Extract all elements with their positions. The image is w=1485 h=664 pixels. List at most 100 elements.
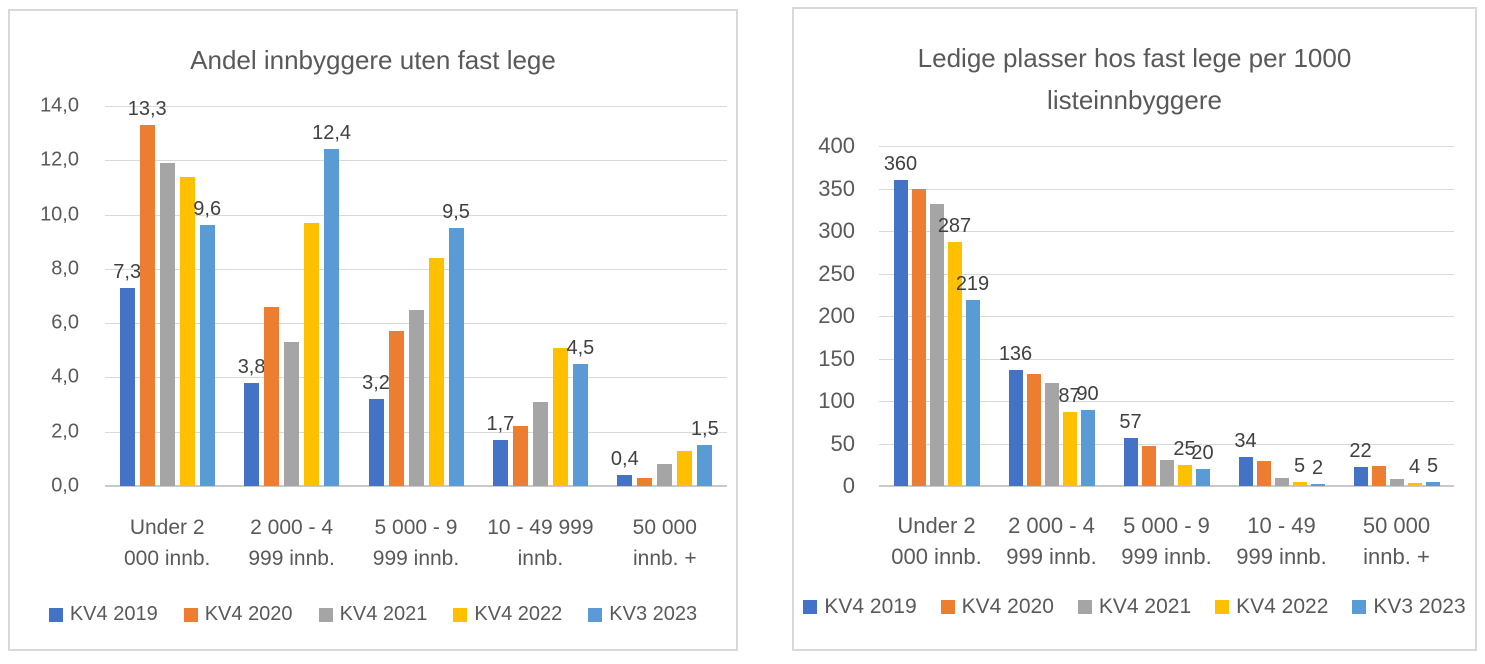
y-axis-tick-label: 0,0	[51, 474, 79, 497]
bar-kv4-2020	[1026, 373, 1041, 486]
bar-kv4-2021	[1274, 477, 1289, 486]
legend-item: KV4 2021	[1077, 595, 1192, 619]
y-axis-tick-label: 2,0	[51, 420, 79, 443]
bar-kv4-2021	[929, 203, 944, 486]
y-axis-tick-label: 14,0	[40, 94, 79, 117]
legend-item: KV3 2023	[588, 603, 697, 626]
bar-kv3-2023	[965, 299, 980, 486]
bar-kv4-2022	[1062, 412, 1077, 486]
data-label: 2	[1311, 457, 1324, 480]
chart-legend: KV4 2019 KV4 2020 KV4 2021 KV4 2022 KV3 2023	[10, 603, 736, 626]
legend-series-label: KV4 2020	[961, 595, 1054, 618]
gridline	[105, 106, 727, 107]
legend-swatch	[940, 600, 955, 614]
bar-kv4-2019	[368, 399, 384, 486]
data-label: 136	[998, 343, 1033, 366]
category-label: Under 2 000 innb.	[891, 513, 982, 569]
bar-kv4-2022	[428, 258, 444, 486]
bar-kv4-2020	[388, 331, 404, 486]
bar-kv4-2020	[637, 477, 653, 486]
chart-panel-left: Andel innbyggere uten fast lege 0,0 2,0 4,…	[8, 9, 738, 651]
data-label: 4,5	[566, 336, 595, 359]
bar-kv3-2023	[697, 445, 713, 486]
legend-swatch	[318, 607, 333, 622]
gridline	[879, 146, 1454, 147]
legend-series-label: KV3 2023	[609, 603, 698, 625]
data-label: 1,7	[486, 412, 515, 435]
bar-kv3-2023	[1080, 409, 1095, 486]
data-label: 13,3	[127, 98, 167, 120]
bar-kv3-2023	[324, 149, 340, 486]
bar-kv4-2019	[1353, 467, 1368, 486]
legend-series-label: KV3 2023	[1373, 595, 1466, 618]
legend-series-label: KV4 2020	[204, 603, 293, 625]
data-label: 1,5	[690, 418, 719, 441]
bar-kv4-2021	[159, 163, 175, 486]
bar-kv4-2022	[947, 242, 962, 486]
legend-item: KV4 2020	[940, 595, 1054, 619]
bar-kv4-2019	[617, 475, 633, 486]
category-label: 2 000 - 4 999 innb.	[248, 516, 335, 570]
category-label: 2 000 - 4 999 innb.	[1006, 513, 1097, 569]
bar-kv4-2021	[1044, 383, 1059, 486]
y-axis-tick-label: 350	[818, 175, 855, 201]
data-label: 5	[1293, 454, 1306, 477]
data-label: 9,5	[442, 201, 470, 224]
legend-swatch	[48, 607, 63, 622]
bar-kv3-2023	[1195, 469, 1210, 486]
legend-swatch	[1215, 600, 1230, 614]
gridline	[105, 160, 727, 162]
legend-series-label: KV4 2021	[1098, 595, 1192, 618]
x-axis-baseline	[105, 485, 727, 487]
legend-series-label: KV4 2022	[474, 603, 563, 625]
gridline	[879, 188, 1454, 190]
bar-kv3-2023	[199, 225, 215, 486]
legend-series-label: KV4 2021	[339, 603, 428, 625]
legend-series-label: KV4 2022	[1236, 595, 1329, 618]
bar-kv4-2019	[119, 287, 135, 486]
bar-kv4-2020	[1141, 446, 1156, 486]
chart-title: Andel innbyggere uten fast lege	[190, 45, 556, 75]
bar-kv4-2020	[911, 188, 926, 486]
bar-kv4-2020	[1371, 465, 1386, 486]
y-axis-tick-label: 6,0	[51, 311, 79, 334]
bar-kv4-2020	[1256, 460, 1271, 486]
gridline	[105, 268, 727, 270]
y-axis-tick-label: 100	[818, 388, 855, 413]
y-axis-tick-label: 250	[818, 260, 855, 286]
data-label: 7,3	[113, 260, 142, 283]
bar-kv4-2022	[1407, 482, 1422, 486]
y-axis-tick-label: 400	[818, 133, 855, 158]
bar-kv4-2019	[492, 439, 508, 486]
category-label: 50 000 innb. +	[632, 516, 697, 570]
data-label: 360	[883, 153, 918, 175]
bar-kv4-2022	[1177, 464, 1192, 486]
bar-kv4-2020	[264, 306, 280, 486]
gridline	[879, 316, 1454, 317]
legend-item: KV4 2021	[318, 603, 428, 626]
bar-kv3-2023	[572, 363, 588, 486]
data-label: 57	[1119, 410, 1142, 433]
category-label: Under 2 000 innb.	[123, 516, 211, 570]
legend-item: KV4 2020	[183, 603, 293, 626]
legend-item: KV3 2023	[1352, 595, 1466, 619]
plot-area: 0 50 100 150 200 250 300 350 400 360 287 219 Under 2…	[794, 9, 1475, 649]
gridline	[879, 401, 1454, 402]
bar-kv4-2022	[304, 222, 320, 486]
bar-kv4-2022	[677, 450, 693, 486]
bar-kv4-2019	[244, 382, 260, 486]
legend-item: KV4 2019	[48, 603, 158, 626]
legend-series-label: KV4 2019	[69, 603, 158, 625]
chart-title: Ledige plasser hos fast lege per 1000 li…	[917, 43, 1352, 115]
category-label: 5 000 - 9 999 innb.	[372, 516, 460, 570]
bar-kv4-2022	[552, 347, 568, 486]
bar-kv4-2019	[1238, 457, 1253, 486]
gridline	[879, 443, 1454, 445]
y-axis-tick-label: 12,0	[40, 148, 79, 171]
data-label: 4	[1408, 455, 1421, 478]
x-axis-baseline	[879, 485, 1454, 487]
bar-kv4-2020	[139, 125, 155, 486]
data-label: 22	[1349, 440, 1372, 463]
y-axis-tick-label: 200	[818, 303, 855, 328]
